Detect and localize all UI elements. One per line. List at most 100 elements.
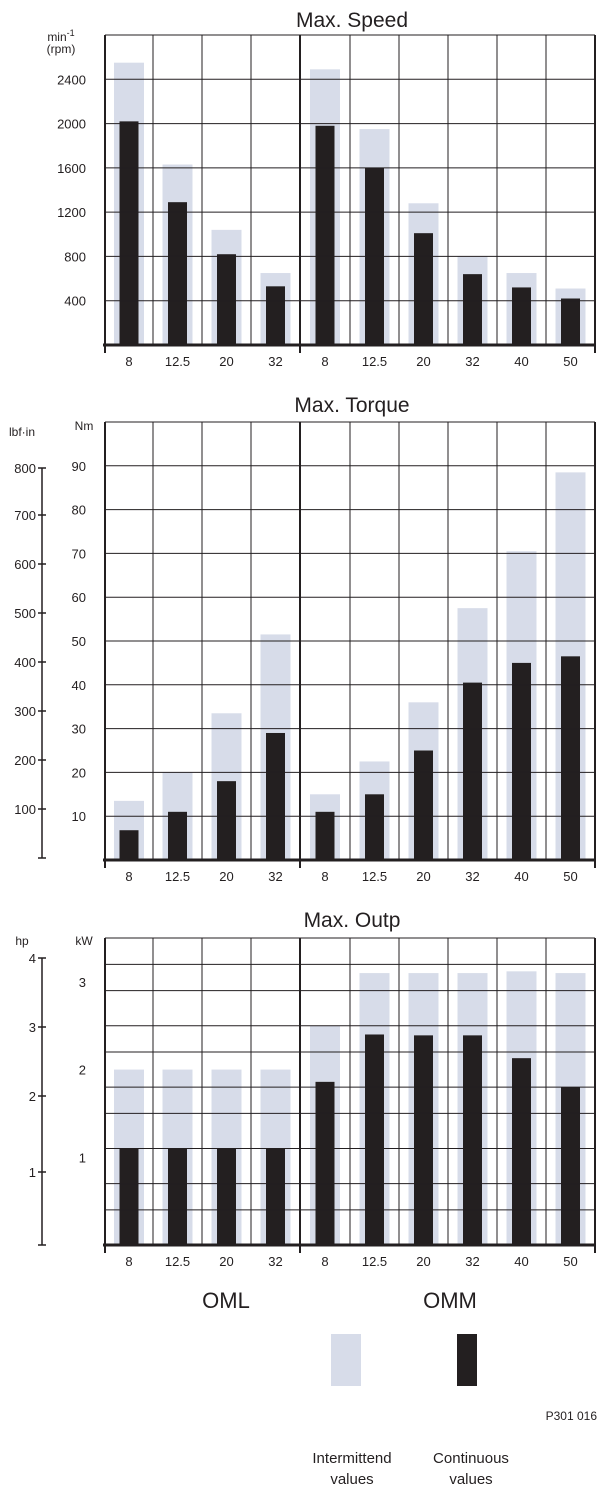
xtick-label-omm-0-2: 20 <box>416 354 430 369</box>
xtick-label-omm-0-1: 12.5 <box>362 354 387 369</box>
secondary-tick-label-1-6: 200 <box>14 753 36 768</box>
bar-continuous-oml-1 <box>168 1148 187 1245</box>
xtick-label-oml-1-2: 20 <box>219 869 233 884</box>
bar-continuous-omm-0 <box>315 811 335 860</box>
ytick-label-0-2: 1200 <box>57 205 86 220</box>
figure-reference: P301 016 <box>546 1409 598 1423</box>
xtick-label-omm-2-3: 32 <box>465 1254 479 1269</box>
xtick-label-oml-1-1: 12.5 <box>165 869 190 884</box>
bar-continuous-omm-2 <box>414 233 433 345</box>
xtick-label-oml-2-2: 20 <box>219 1254 233 1269</box>
bar-continuous-omm-4 <box>512 287 531 345</box>
xtick-label-omm-2-1: 12.5 <box>362 1254 387 1269</box>
secondary-unit-2: hp <box>15 934 29 948</box>
secondary-tick-label-1-1: 700 <box>14 508 36 523</box>
legend-swatch-continuous <box>457 1334 477 1386</box>
xtick-label-oml-0-3: 32 <box>268 354 282 369</box>
ytick-label-1-0: 10 <box>72 809 86 824</box>
bar-continuous-omm-1 <box>365 1034 384 1245</box>
yaxis-unit-2: kW <box>75 934 93 948</box>
xtick-label-omm-2-5: 50 <box>563 1254 577 1269</box>
secondary-tick-label-1-3: 500 <box>14 606 36 621</box>
yaxis-unit-0-1: (rpm) <box>47 42 76 56</box>
ytick-label-1-2: 30 <box>72 722 86 737</box>
xtick-label-omm-1-0: 8 <box>321 869 328 884</box>
xtick-label-oml-2-1: 12.5 <box>165 1254 190 1269</box>
bar-continuous-oml-3 <box>266 1148 285 1245</box>
bar-continuous-omm-0 <box>315 125 335 346</box>
bar-continuous-oml-2 <box>217 1148 236 1245</box>
ytick-label-1-7: 80 <box>72 503 86 518</box>
secondary-tick-label-1-4: 400 <box>14 655 36 670</box>
bar-continuous-oml-3 <box>266 732 285 860</box>
secondary-tick-label-1-5: 300 <box>14 704 36 719</box>
xtick-label-oml-1-3: 32 <box>268 869 282 884</box>
bar-continuous-omm-3 <box>463 682 482 860</box>
xtick-label-omm-2-4: 40 <box>514 1254 528 1269</box>
secondary-tick-label-1-7: 100 <box>14 802 36 817</box>
bar-continuous-omm-2 <box>414 750 433 860</box>
bar-continuous-omm-3 <box>463 274 482 345</box>
ytick-label-0-3: 1600 <box>57 161 86 176</box>
bar-continuous-omm-2 <box>414 1035 433 1245</box>
chart-title-0: Max. Speed <box>296 9 408 32</box>
secondary-tick-label-2-0: 4 <box>29 951 36 966</box>
xtick-label-oml-1-0: 8 <box>125 869 132 884</box>
bar-continuous-oml-2 <box>217 781 236 860</box>
ytick-label-1-8: 90 <box>72 459 86 474</box>
bar-continuous-oml-3 <box>266 286 285 345</box>
bar-continuous-omm-0 <box>315 1081 335 1245</box>
secondary-tick-label-2-3: 1 <box>29 1165 36 1180</box>
bar-continuous-oml-0 <box>119 121 139 345</box>
secondary-tick-label-1-2: 600 <box>14 557 36 572</box>
ytick-label-2-0: 1 <box>79 1150 86 1165</box>
ytick-label-1-3: 40 <box>72 678 86 693</box>
xtick-label-omm-2-2: 20 <box>416 1254 430 1269</box>
ytick-label-0-4: 2000 <box>57 117 86 132</box>
xtick-label-oml-0-2: 20 <box>219 354 233 369</box>
group-label-omm: OMM <box>423 1288 477 1313</box>
secondary-tick-label-2-2: 2 <box>29 1089 36 1104</box>
secondary-tick-label-1-0: 800 <box>14 461 36 476</box>
bar-continuous-omm-5 <box>561 656 580 860</box>
bar-continuous-omm-5 <box>561 298 580 345</box>
group-label-oml: OML <box>202 1288 250 1313</box>
chart-title-2: Max. Outp <box>304 909 401 932</box>
yaxis-unit-1: Nm <box>75 419 94 433</box>
xtick-label-omm-1-1: 12.5 <box>362 869 387 884</box>
xtick-label-oml-0-1: 12.5 <box>165 354 190 369</box>
secondary-tick-label-2-1: 3 <box>29 1020 36 1035</box>
bar-continuous-omm-5 <box>561 1087 580 1245</box>
bar-continuous-oml-1 <box>168 202 187 345</box>
chart-title-1: Max. Torque <box>294 394 409 417</box>
legend-label-continuous-1: Continuous <box>433 1450 509 1467</box>
legend-label-intermittent-2: values <box>330 1471 373 1488</box>
ytick-label-1-5: 60 <box>72 590 86 605</box>
bar-continuous-omm-4 <box>512 662 531 860</box>
bar-continuous-oml-2 <box>217 254 236 345</box>
xtick-label-omm-1-5: 50 <box>563 869 577 884</box>
bar-continuous-omm-3 <box>463 1035 482 1245</box>
xtick-label-omm-1-2: 20 <box>416 869 430 884</box>
ytick-label-1-4: 50 <box>72 634 86 649</box>
xtick-label-omm-0-4: 40 <box>514 354 528 369</box>
bar-continuous-oml-1 <box>168 811 187 860</box>
legend-swatch-intermittent <box>331 1334 361 1386</box>
bar-continuous-omm-4 <box>512 1058 531 1245</box>
xtick-label-omm-0-5: 50 <box>563 354 577 369</box>
ytick-label-2-1: 2 <box>79 1063 86 1078</box>
xtick-label-omm-0-0: 8 <box>321 354 328 369</box>
xtick-label-omm-1-4: 40 <box>514 869 528 884</box>
legend-label-intermittent-1: Intermittend <box>312 1450 391 1467</box>
xtick-label-oml-2-3: 32 <box>268 1254 282 1269</box>
bar-continuous-oml-0 <box>119 1148 139 1245</box>
ytick-label-2-2: 3 <box>79 975 86 990</box>
ytick-label-0-1: 800 <box>64 249 86 264</box>
legend-label-continuous-2: values <box>449 1471 492 1488</box>
xtick-label-oml-0-0: 8 <box>125 354 132 369</box>
ytick-label-0-5: 2400 <box>57 72 86 87</box>
ytick-label-1-6: 70 <box>72 546 86 561</box>
bar-continuous-omm-1 <box>365 794 384 860</box>
xtick-label-omm-2-0: 8 <box>321 1254 328 1269</box>
